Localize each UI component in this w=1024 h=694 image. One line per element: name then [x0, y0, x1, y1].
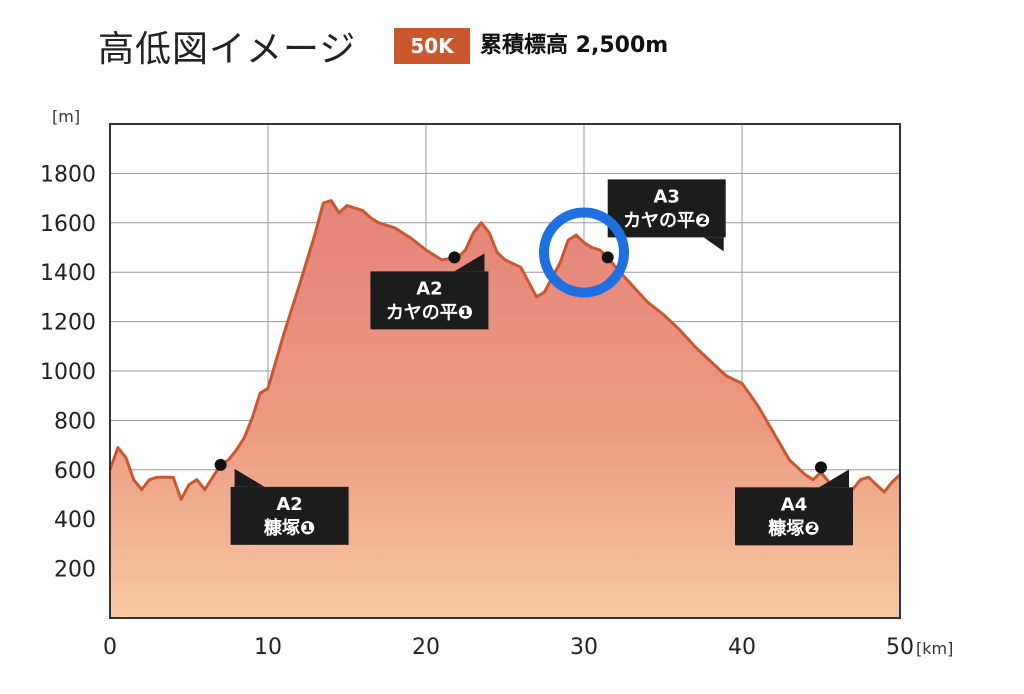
page-title: 高低図イメージ: [98, 29, 357, 70]
callout-box: [370, 271, 489, 330]
y-tick-label: 1000: [40, 360, 96, 385]
elevation-line: [108, 199, 902, 501]
x-axis-ticks: 0 10 20 30 40 50: [103, 635, 914, 660]
y-axis-label: [m]: [52, 107, 80, 126]
callout-line2: 糠塚❶: [263, 517, 315, 539]
x-axis-label: [km]: [916, 639, 953, 658]
y-tick-label: 400: [54, 508, 96, 533]
distance-badge: 50K: [394, 28, 470, 64]
aid-station-marker: A3 カヤの平❷: [601, 179, 726, 264]
x-tick-label: 40: [728, 635, 756, 660]
callout-line1: A2: [276, 494, 302, 515]
x-tick-label: 0: [103, 635, 117, 660]
cumulative-elevation: 累積標高 2,500m: [480, 33, 669, 58]
x-tick-label: 50: [886, 635, 914, 660]
y-tick-label: 1800: [40, 162, 96, 187]
callout-pointer: [454, 253, 485, 272]
callout-line2: 糠塚❷: [767, 517, 819, 539]
aid-station-marker: A2 カヤの平❶: [370, 251, 489, 330]
callout-line2: カヤの平❶: [386, 302, 473, 323]
x-tick-label: 30: [570, 635, 598, 660]
callout-line2: カヤの平❷: [623, 210, 710, 231]
aid-station-dot: [601, 251, 614, 264]
x-tick-label: 10: [254, 635, 282, 660]
elevation-area: [110, 200, 900, 618]
highlight-circle: [539, 207, 629, 298]
aid-station-dot: [448, 251, 461, 264]
callout-pointer: [703, 237, 724, 252]
x-tick-label: 20: [412, 635, 440, 660]
callout-pointer: [234, 468, 265, 487]
aid-station-dot: [815, 461, 827, 474]
callout-box: [735, 487, 853, 546]
plot-frame: [109, 123, 901, 619]
y-tick-label: 1400: [40, 261, 96, 286]
callout-line1: A2: [416, 278, 442, 299]
aid-station-dot: [214, 458, 227, 471]
y-tick-label: 200: [54, 558, 96, 583]
y-axis-ticks: 200 400 600 800 1000 1200 1400 1600 1800: [40, 162, 96, 582]
callout-box: [230, 486, 349, 545]
y-tick-label: 600: [54, 459, 96, 484]
callout-box: [607, 179, 726, 238]
y-tick-label: 1200: [40, 311, 96, 336]
callout-line1: A3: [653, 186, 679, 207]
y-tick-label: 1600: [40, 212, 96, 237]
callout-pointer: [819, 469, 849, 488]
y-tick-label: 800: [54, 409, 96, 434]
callout-line1: A4: [781, 494, 807, 515]
